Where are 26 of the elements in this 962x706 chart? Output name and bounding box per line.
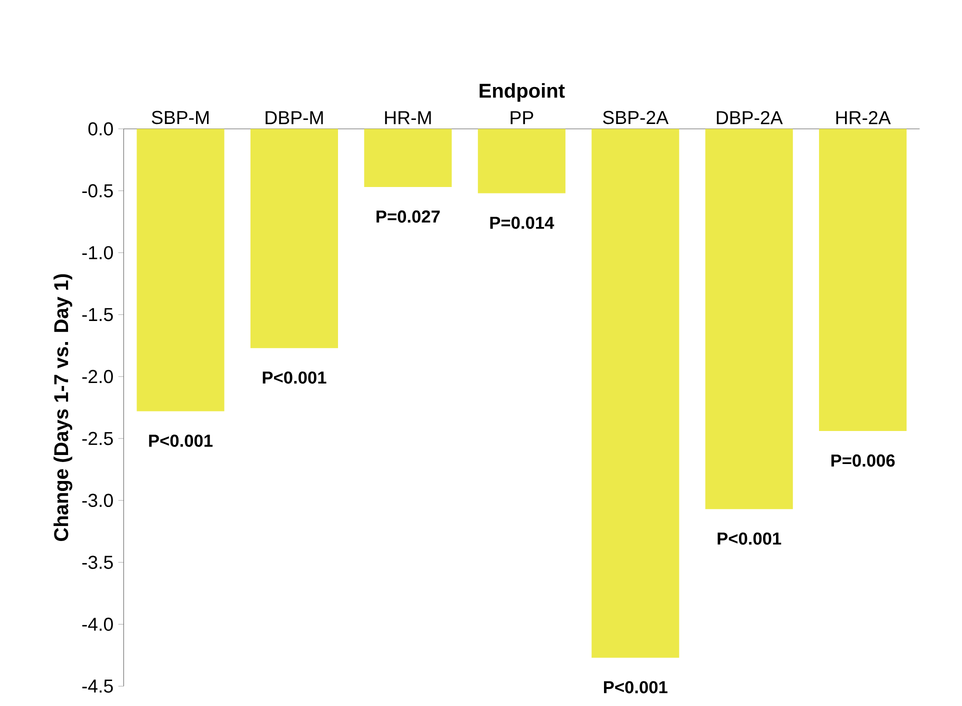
y-tick-label: -2.0 — [82, 370, 113, 384]
y-tick-label: -1.0 — [82, 246, 113, 260]
annotation: P<0.001 — [262, 371, 326, 384]
y-tick-label: -1.5 — [82, 308, 113, 322]
x-tick-label: SBP-M — [152, 110, 209, 124]
x-tick-label: HR-2A — [836, 111, 891, 124]
y-tick-label: -3.0 — [82, 494, 113, 508]
annotation: P=0.014 — [490, 216, 554, 229]
annotation: P=0.006 — [831, 454, 895, 467]
x-tick-label: SBP-2A — [603, 110, 669, 124]
annotation: P<0.001 — [604, 681, 668, 694]
x-tick-label: DBP-M — [266, 111, 323, 124]
y-tick-label: -4.5 — [82, 680, 113, 693]
annotation: P<0.001 — [149, 434, 213, 447]
y-tick-label: -2.5 — [82, 432, 113, 446]
y-tick-label: -0.5 — [82, 184, 113, 198]
x-tick-label: PP — [510, 111, 534, 124]
x-axis-title: Endpoint — [480, 83, 565, 102]
y-tick-label: -4.0 — [82, 618, 113, 631]
annotation: P=0.027 — [376, 210, 440, 223]
x-tick-label: DBP-2A — [716, 111, 783, 124]
x-tick-label: HR-M — [385, 111, 431, 124]
y-tick-label: -3.5 — [82, 556, 113, 569]
annotation: P<0.001 — [718, 532, 782, 545]
y-axis-title: Change (Days 1-7 vs. Day 1) — [54, 274, 72, 542]
y-tick-label: 0.0 — [88, 122, 113, 136]
